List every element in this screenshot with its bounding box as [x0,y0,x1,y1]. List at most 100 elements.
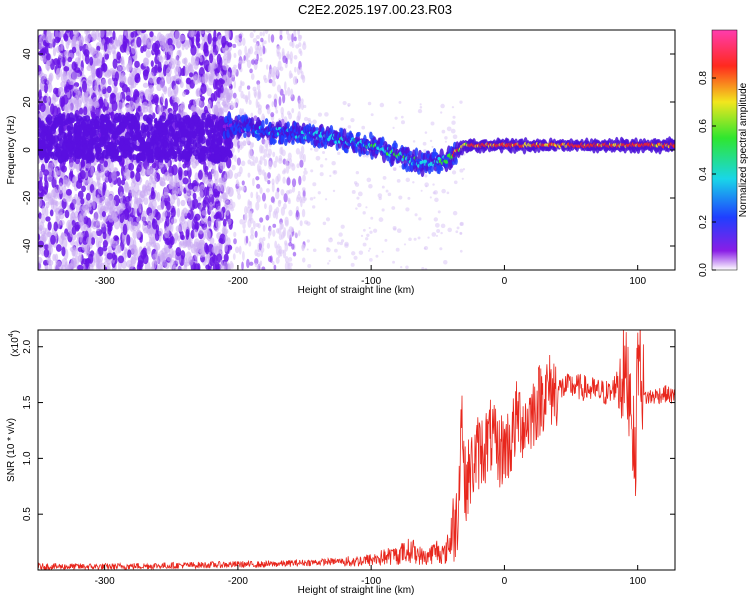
spectrogram-noise-mark [113,235,119,242]
spectrogram-noise-mark [68,79,74,85]
spectrogram-noise-mark [112,251,116,261]
spectrogram-noise-mark [233,64,237,69]
spectrogram-noise-mark [177,167,183,178]
spectrogram-noise-mark [203,160,207,173]
spectrogram-x-tick-label: 100 [629,276,646,287]
spectrogram-band-mark [48,151,54,157]
spectrogram-x-tick-label: -200 [228,276,248,287]
spectrogram-noise-mark [130,244,137,255]
spectrogram-noise-mark [435,234,439,237]
spectrogram-noise-mark [233,231,237,238]
spectrogram-noise-mark [324,198,328,201]
spectrogram-noise-mark [414,213,418,217]
spectrogram-noise-mark [44,206,49,218]
spectrogram-noise-mark [227,186,234,197]
spectrogram-noise-mark [259,155,263,166]
spectrogram-noise-mark [286,86,291,97]
spectrogram-noise-mark [256,252,261,258]
spectrogram-noise-mark [241,186,246,191]
spectrogram-noise-mark [231,164,236,171]
spectrogram-noise-mark [459,222,464,226]
spectrogram-noise-mark [219,56,223,68]
page-title: C2E2.2025.197.00.23.R03 [298,2,452,17]
spectrogram-noise-mark [212,188,219,198]
spectrogram-noise-mark [418,217,422,221]
spectrogram-noise-mark [104,53,110,60]
spectrogram-noise-mark [62,176,68,188]
spectrogram-noise-mark [297,99,301,110]
spectrogram-noise-mark [256,83,261,91]
spectrogram-noise-mark [108,30,112,35]
spectrogram-noise-mark [421,266,425,270]
spectrogram-noise-mark [121,71,126,81]
spectrogram-noise-mark [168,63,172,71]
spectrogram-noise-mark [253,30,256,33]
spectrogram-noise-mark [64,209,70,219]
spectrogram-noise-mark [272,229,276,237]
spectrogram-noise-mark [246,59,252,69]
spectrogram-noise-mark [218,244,223,255]
spectrogram-ridge-halo [414,147,419,157]
spectrogram-noise-mark [232,102,237,109]
spectrogram-noise-mark [207,99,212,109]
spectrogram-band-mark [76,118,81,125]
spectrogram-noise-mark [106,85,112,94]
spectrogram-noise-mark [143,57,150,66]
spectrogram-noise-mark [161,194,165,201]
spectrogram-band-mark [178,117,185,129]
spectrogram-noise-mark [94,87,101,96]
spectrogram-band-mark [61,131,67,140]
spectrogram-noise-mark [187,39,192,48]
spectrogram-noise-mark [196,30,200,37]
spectrogram-noise-mark [222,192,228,200]
spectrogram-noise-mark [227,218,232,226]
spectrogram-noise-mark [113,86,119,93]
spectrogram-noise-mark [230,262,235,269]
spectrogram-noise-mark [222,198,229,204]
spectrogram-noise-mark [369,230,373,234]
spectrogram-noise-mark [192,98,198,106]
spectrogram-band-mark [143,148,150,156]
spectrogram-noise-mark [268,160,273,170]
spectrogram-noise-mark [362,154,366,158]
spectrogram-noise-mark [185,228,190,241]
spectrogram-noise-mark [156,83,162,92]
spectrogram-noise-mark [146,103,151,113]
spectrogram-noise-mark [303,197,307,201]
spectrogram-noise-mark [65,188,72,196]
spectrogram-noise-mark [303,104,307,109]
spectrogram-noise-mark [322,150,326,154]
spectrogram-noise-mark [145,225,150,234]
spectrogram-noise-mark [58,52,64,59]
spectrogram-noise-mark [459,231,463,235]
spectrogram-noise-mark [78,251,83,258]
spectrogram-noise-mark [303,116,309,122]
spectrogram-noise-mark [452,210,458,216]
spectrogram-noise-mark [447,227,452,233]
spectrogram-noise-mark [78,34,84,47]
spectrogram-noise-mark [302,74,306,84]
spectrogram-band-mark [135,128,141,135]
spectrogram-noise-mark [234,172,239,180]
spectrogram-noise-mark [424,267,428,270]
spectrogram-noise-mark [242,228,246,234]
spectrogram-noise-mark [280,106,284,115]
spectrogram-noise-mark [245,235,249,244]
spectrogram-noise-mark [234,35,239,44]
spectrogram-noise-mark [272,151,276,158]
spectrogram-noise-mark [73,175,77,188]
spectrogram-noise-mark [270,112,275,118]
spectrogram-noise-mark [250,112,254,118]
spectrogram-noise-mark [87,79,93,87]
spectrogram-noise-mark [236,157,241,166]
spectrogram-noise-mark [262,154,266,161]
spectrogram-noise-mark [134,94,138,101]
spectrogram-band-mark [104,130,109,141]
spectrogram-noise-mark [176,207,181,218]
spectrogram-noise-mark [328,259,331,262]
spectrogram-noise-mark [92,189,97,197]
spectrogram-noise-mark [355,207,358,210]
spectrogram-noise-mark [312,248,317,253]
spectrogram-noise-mark [239,166,243,175]
spectrogram-noise-mark [419,106,423,109]
